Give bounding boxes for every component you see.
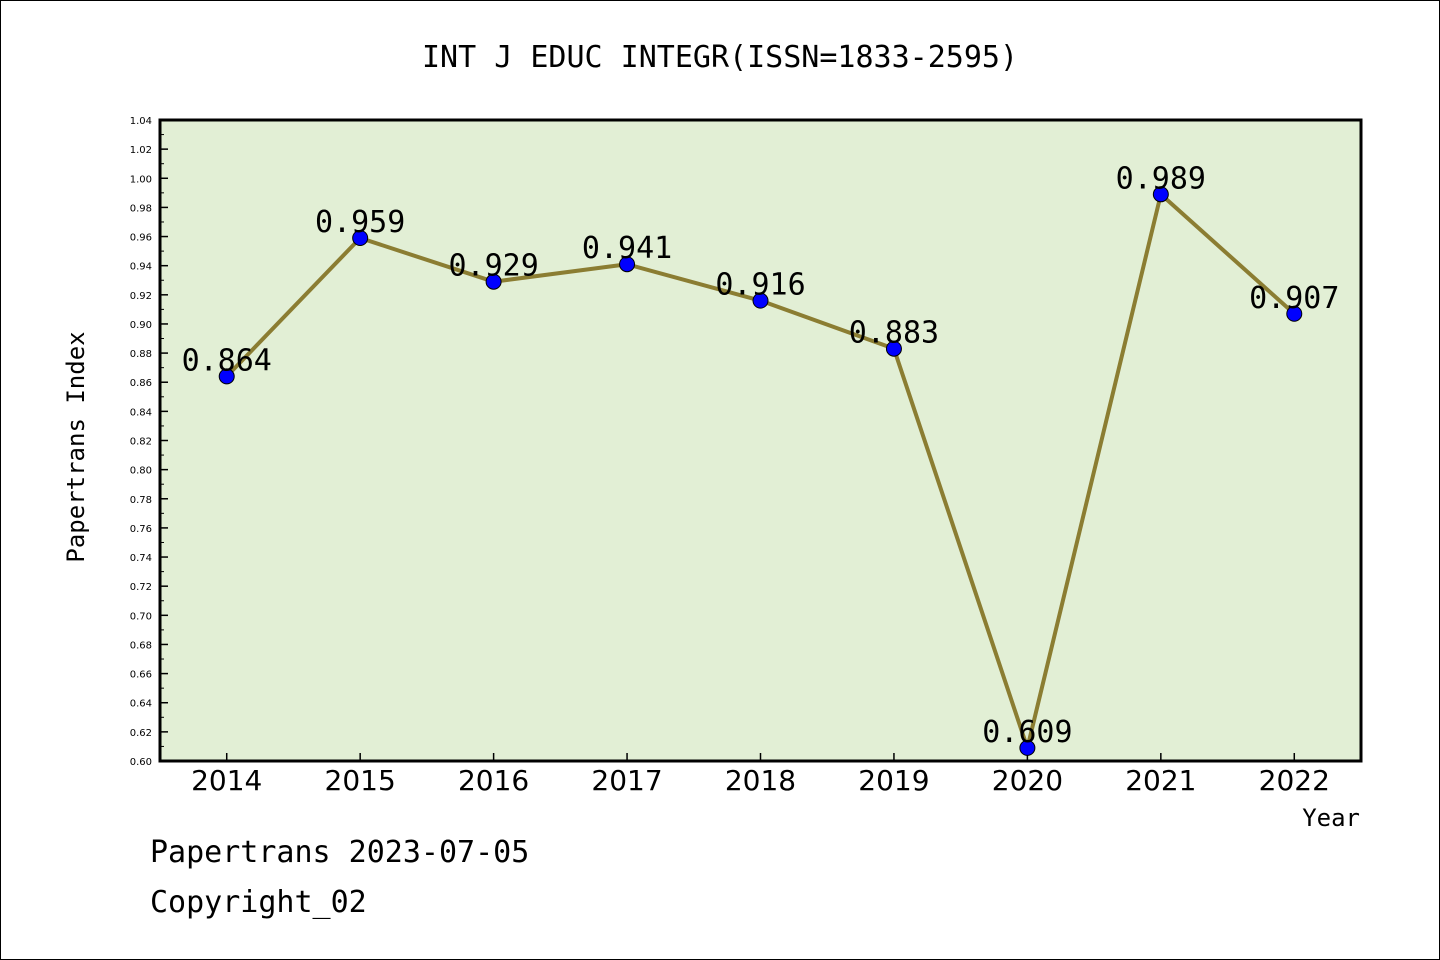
y-tick-label: 0.84 [130, 407, 152, 418]
y-tick-label: 0.60 [130, 757, 152, 768]
y-axis-label: Papertrans Index [62, 331, 90, 562]
footer-copyright: Copyright_02 [150, 885, 367, 920]
data-label: 0.609 [982, 715, 1072, 750]
x-tick-label: 2021 [1125, 764, 1196, 797]
data-point [485, 273, 502, 290]
y-tick-label: 0.68 [130, 640, 152, 651]
data-label: 0.864 [182, 343, 272, 378]
x-axis: 2014 2015 2016 2017 2018 2019 2020 2021 2022 [191, 753, 1330, 797]
y-tick-label: 0.74 [130, 553, 152, 564]
y-tick-label: 0.98 [130, 203, 152, 214]
x-tick-label: 2017 [591, 764, 662, 797]
data-point [1286, 305, 1303, 322]
y-tick-label: 0.72 [130, 582, 152, 593]
y-tick-label: 0.76 [130, 524, 152, 535]
data-label: 0.916 [715, 268, 805, 303]
x-tick-label: 2022 [1259, 764, 1330, 797]
data-label: 0.907 [1249, 281, 1339, 316]
data-point [352, 230, 369, 247]
y-tick-label: 0.64 [130, 699, 152, 710]
y-axis: 0.60 0.62 0.64 0.66 0.68 0.70 0.72 0.74 0.76 0.78… [130, 116, 168, 768]
x-axis-label: Year [1302, 804, 1360, 832]
data-point [752, 292, 769, 309]
data-point [1152, 186, 1169, 203]
data-point [1019, 739, 1036, 756]
x-tick-label: 2014 [191, 764, 262, 797]
x-tick-label: 2020 [992, 764, 1063, 797]
series-group: 0.864 0.959 0.929 0.941 0.916 0.883 0.609 0.989… [182, 161, 1339, 756]
x-tick-label: 2019 [858, 764, 929, 797]
data-label: 0.941 [582, 231, 672, 266]
y-tick-label: 0.86 [130, 378, 152, 389]
y-tick-label: 0.78 [130, 495, 152, 506]
y-tick-label: 0.70 [130, 611, 152, 622]
data-point [619, 256, 636, 273]
x-tick-label: 2018 [725, 764, 796, 797]
y-tick-label: 1.02 [130, 145, 152, 156]
data-label: 0.929 [448, 249, 538, 284]
footer-date: Papertrans 2023-07-05 [150, 835, 530, 870]
data-label: 0.989 [1116, 161, 1206, 196]
y-tick-label: 0.92 [130, 291, 152, 302]
chart-title: INT J EDUC INTEGR(ISSN=1833-2595) [422, 40, 1018, 75]
y-tick-label: 0.80 [130, 466, 152, 477]
y-tick-label: 0.82 [130, 437, 152, 448]
x-tick-label: 2016 [458, 764, 529, 797]
y-tick-label: 1.04 [130, 116, 152, 127]
y-tick-label: 0.96 [130, 233, 152, 244]
y-tick-label: 0.94 [130, 262, 152, 273]
data-point [885, 340, 902, 357]
y-tick-label: 0.66 [130, 670, 152, 681]
data-point [218, 368, 235, 385]
plot-area [158, 118, 1363, 763]
y-tick-label: 0.88 [130, 349, 152, 360]
y-tick-label: 1.00 [130, 174, 152, 185]
data-label: 0.959 [315, 205, 405, 240]
y-tick-label: 0.90 [130, 320, 152, 331]
y-tick-label: 0.62 [130, 728, 152, 739]
x-tick-label: 2015 [325, 764, 396, 797]
data-label: 0.883 [849, 316, 939, 351]
